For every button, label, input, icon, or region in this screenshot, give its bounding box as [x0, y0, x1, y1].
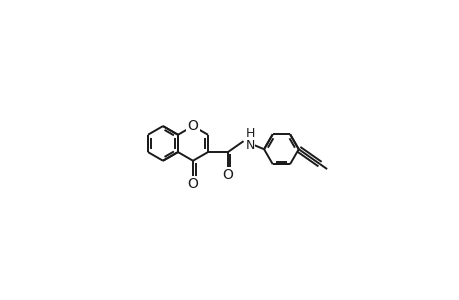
- Text: H
N: H N: [245, 128, 254, 152]
- Text: O: O: [187, 119, 198, 133]
- Text: O: O: [187, 177, 198, 191]
- Text: O: O: [222, 168, 233, 182]
